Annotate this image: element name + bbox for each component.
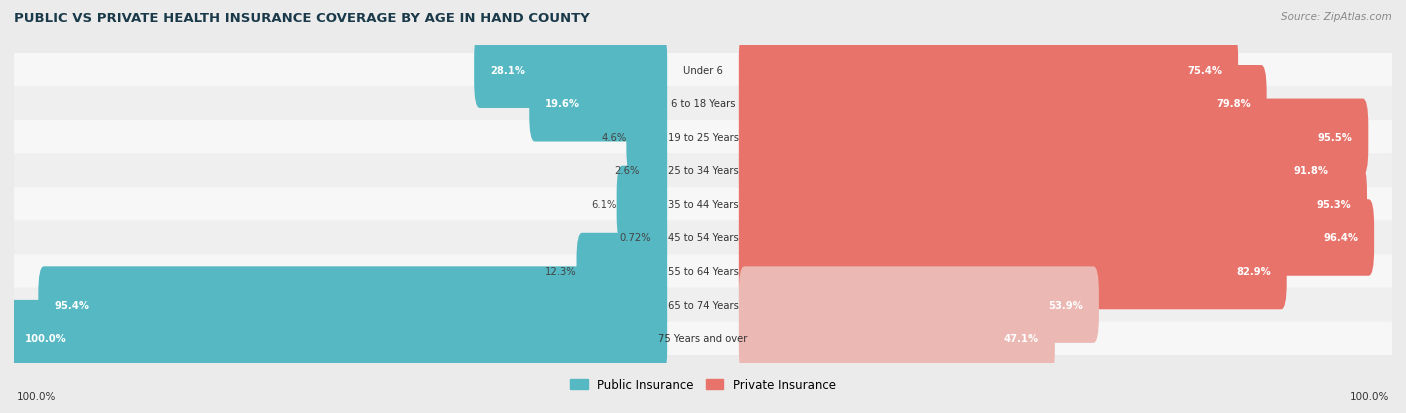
Text: Source: ZipAtlas.com: Source: ZipAtlas.com	[1281, 12, 1392, 22]
Text: 45 to 54 Years: 45 to 54 Years	[668, 233, 738, 243]
FancyBboxPatch shape	[14, 121, 1392, 154]
FancyBboxPatch shape	[738, 267, 1099, 343]
FancyBboxPatch shape	[14, 87, 1392, 121]
FancyBboxPatch shape	[14, 188, 1392, 221]
FancyBboxPatch shape	[738, 200, 1374, 276]
Text: 55 to 64 Years: 55 to 64 Years	[668, 266, 738, 276]
FancyBboxPatch shape	[14, 154, 1392, 188]
Text: 75.4%: 75.4%	[1187, 66, 1222, 76]
FancyBboxPatch shape	[38, 267, 668, 343]
Text: 95.3%: 95.3%	[1316, 199, 1351, 209]
Text: 91.8%: 91.8%	[1294, 166, 1329, 176]
Text: 75 Years and over: 75 Years and over	[658, 333, 748, 343]
Text: 28.1%: 28.1%	[491, 66, 524, 76]
Text: 53.9%: 53.9%	[1049, 300, 1083, 310]
Text: 19 to 25 Years: 19 to 25 Years	[668, 133, 738, 142]
Text: 4.6%: 4.6%	[602, 133, 626, 142]
FancyBboxPatch shape	[626, 99, 668, 176]
Text: 47.1%: 47.1%	[1004, 333, 1039, 343]
FancyBboxPatch shape	[576, 233, 668, 310]
FancyBboxPatch shape	[14, 255, 1392, 288]
FancyBboxPatch shape	[738, 133, 1344, 209]
FancyBboxPatch shape	[738, 32, 1239, 109]
Text: 100.0%: 100.0%	[17, 391, 56, 401]
Text: 2.6%: 2.6%	[614, 166, 640, 176]
Text: 100.0%: 100.0%	[1350, 391, 1389, 401]
FancyBboxPatch shape	[529, 66, 668, 142]
Text: 12.3%: 12.3%	[546, 266, 576, 276]
Text: 79.8%: 79.8%	[1216, 99, 1251, 109]
FancyBboxPatch shape	[738, 166, 1367, 242]
Text: 0.72%: 0.72%	[620, 233, 651, 243]
Text: 100.0%: 100.0%	[24, 333, 66, 343]
FancyBboxPatch shape	[651, 200, 668, 276]
Text: 96.4%: 96.4%	[1323, 233, 1358, 243]
FancyBboxPatch shape	[14, 322, 1392, 355]
Text: 35 to 44 Years: 35 to 44 Years	[668, 199, 738, 209]
Text: 95.5%: 95.5%	[1317, 133, 1353, 142]
FancyBboxPatch shape	[14, 288, 1392, 322]
FancyBboxPatch shape	[8, 300, 668, 377]
FancyBboxPatch shape	[14, 221, 1392, 255]
FancyBboxPatch shape	[738, 233, 1286, 310]
FancyBboxPatch shape	[738, 99, 1368, 176]
Text: 95.4%: 95.4%	[55, 300, 89, 310]
Legend: Public Insurance, Private Insurance: Public Insurance, Private Insurance	[565, 373, 841, 396]
FancyBboxPatch shape	[640, 133, 668, 209]
FancyBboxPatch shape	[14, 54, 1392, 87]
FancyBboxPatch shape	[474, 32, 668, 109]
Text: 19.6%: 19.6%	[546, 99, 581, 109]
Text: 65 to 74 Years: 65 to 74 Years	[668, 300, 738, 310]
FancyBboxPatch shape	[617, 166, 668, 242]
FancyBboxPatch shape	[738, 300, 1054, 377]
Text: 6.1%: 6.1%	[592, 199, 617, 209]
FancyBboxPatch shape	[738, 66, 1267, 142]
Text: PUBLIC VS PRIVATE HEALTH INSURANCE COVERAGE BY AGE IN HAND COUNTY: PUBLIC VS PRIVATE HEALTH INSURANCE COVER…	[14, 12, 589, 25]
Text: 25 to 34 Years: 25 to 34 Years	[668, 166, 738, 176]
Text: Under 6: Under 6	[683, 66, 723, 76]
Text: 6 to 18 Years: 6 to 18 Years	[671, 99, 735, 109]
Text: 82.9%: 82.9%	[1236, 266, 1271, 276]
